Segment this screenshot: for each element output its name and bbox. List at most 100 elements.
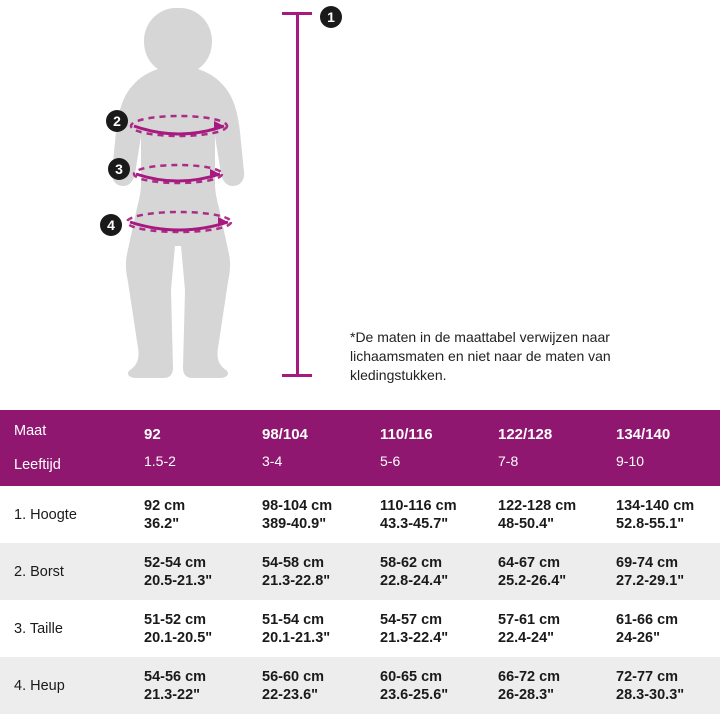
marker-4: 4 (100, 214, 122, 236)
cell-cm: 60-65 cm (380, 668, 476, 686)
size-cell: 54-56 cm21.3-22" (130, 657, 248, 714)
header-age-label: Leeftijd (14, 456, 122, 474)
size-cell: 52-54 cm20.5-21.3" (130, 543, 248, 600)
size-table: Maat Leeftijd 92 1.5-2 98/104 3-4 110/116 5-6… (0, 410, 720, 714)
header-size: 110/116 (380, 426, 476, 445)
marker-2: 2 (106, 110, 128, 132)
row-label: 3. Taille (0, 600, 130, 657)
size-cell: 54-57 cm21.3-22.4" (366, 600, 484, 657)
cell-in: 22-23.6" (262, 686, 358, 704)
cell-in: 21.3-22.4" (380, 629, 476, 647)
table-header: Maat Leeftijd 92 1.5-2 98/104 3-4 110/116 5-6… (0, 410, 720, 486)
cell-in: 26-28.3" (498, 686, 594, 704)
header-age: 5-6 (380, 453, 476, 471)
header-labels: Maat Leeftijd (0, 410, 130, 486)
cell-cm: 64-67 cm (498, 554, 594, 572)
cell-in: 20.1-21.3" (262, 629, 358, 647)
size-cell: 98-104 cm389-40.9" (248, 486, 366, 543)
cell-cm: 69-74 cm (616, 554, 712, 572)
cell-in: 389-40.9" (262, 515, 358, 533)
size-cell: 60-65 cm23.6-25.6" (366, 657, 484, 714)
height-bar-bottom-cap (282, 374, 312, 377)
hip-ring-icon (120, 208, 238, 236)
height-bar-icon (296, 14, 299, 376)
size-cell: 134-140 cm52.8-55.1" (602, 486, 720, 543)
cell-cm: 92 cm (144, 497, 240, 515)
cell-in: 52.8-55.1" (616, 515, 712, 533)
size-cell: 51-52 cm20.1-20.5" (130, 600, 248, 657)
height-bar-top-cap (282, 12, 312, 15)
cell-cm: 54-56 cm (144, 668, 240, 686)
cell-in: 48-50.4" (498, 515, 594, 533)
cell-in: 22.8-24.4" (380, 572, 476, 590)
cell-cm: 61-66 cm (616, 611, 712, 629)
size-cell: 54-58 cm21.3-22.8" (248, 543, 366, 600)
cell-in: 22.4-24" (498, 629, 594, 647)
header-size: 122/128 (498, 426, 594, 445)
cell-in: 21.3-22.8" (262, 572, 358, 590)
cell-in: 43.3-45.7" (380, 515, 476, 533)
size-cell: 56-60 cm22-23.6" (248, 657, 366, 714)
header-age: 3-4 (262, 453, 358, 471)
cell-cm: 110-116 cm (380, 497, 476, 515)
header-size: 92 (144, 426, 240, 445)
cell-in: 27.2-29.1" (616, 572, 712, 590)
cell-cm: 54-57 cm (380, 611, 476, 629)
table-row: 3. Taille51-52 cm20.1-20.5"51-54 cm20.1-… (0, 600, 720, 657)
cell-in: 28.3-30.3" (616, 686, 712, 704)
header-col: 110/116 5-6 (366, 410, 484, 486)
header-col: 122/128 7-8 (484, 410, 602, 486)
cell-in: 20.1-20.5" (144, 629, 240, 647)
cell-in: 20.5-21.3" (144, 572, 240, 590)
cell-in: 21.3-22" (144, 686, 240, 704)
cell-cm: 72-77 cm (616, 668, 712, 686)
cell-cm: 51-52 cm (144, 611, 240, 629)
diagram-section: 1 2 3 4 *De maten in de maattabel verwij… (0, 0, 720, 410)
row-label: 2. Borst (0, 543, 130, 600)
cell-cm: 54-58 cm (262, 554, 358, 572)
table-body: 1. Hoogte92 cm36.2"98-104 cm389-40.9"110… (0, 486, 720, 714)
size-cell: 66-72 cm26-28.3" (484, 657, 602, 714)
waist-ring-icon (126, 160, 230, 188)
header-size: 98/104 (262, 426, 358, 445)
header-size: 134/140 (616, 426, 712, 445)
child-silhouette-icon (85, 8, 275, 388)
size-cell: 110-116 cm43.3-45.7" (366, 486, 484, 543)
header-age: 7-8 (498, 453, 594, 471)
marker-3: 3 (108, 158, 130, 180)
size-cell: 51-54 cm20.1-21.3" (248, 600, 366, 657)
cell-cm: 57-61 cm (498, 611, 594, 629)
header-col: 134/140 9-10 (602, 410, 720, 486)
size-cell: 92 cm36.2" (130, 486, 248, 543)
size-cell: 61-66 cm24-26" (602, 600, 720, 657)
cell-cm: 52-54 cm (144, 554, 240, 572)
header-col: 98/104 3-4 (248, 410, 366, 486)
header-size-label: Maat (14, 422, 122, 440)
disclaimer-note: *De maten in de maattabel verwijzen naar… (350, 328, 670, 385)
cell-cm: 66-72 cm (498, 668, 594, 686)
size-cell: 57-61 cm22.4-24" (484, 600, 602, 657)
cell-cm: 51-54 cm (262, 611, 358, 629)
cell-cm: 58-62 cm (380, 554, 476, 572)
header-col: 92 1.5-2 (130, 410, 248, 486)
size-cell: 72-77 cm28.3-30.3" (602, 657, 720, 714)
cell-in: 25.2-26.4" (498, 572, 594, 590)
cell-cm: 56-60 cm (262, 668, 358, 686)
table-row: 2. Borst52-54 cm20.5-21.3"54-58 cm21.3-2… (0, 543, 720, 600)
size-cell: 64-67 cm25.2-26.4" (484, 543, 602, 600)
table-row: 4. Heup54-56 cm21.3-22"56-60 cm22-23.6"6… (0, 657, 720, 714)
cell-in: 23.6-25.6" (380, 686, 476, 704)
header-age: 1.5-2 (144, 453, 240, 471)
table-row: 1. Hoogte92 cm36.2"98-104 cm389-40.9"110… (0, 486, 720, 543)
header-age: 9-10 (616, 453, 712, 471)
cell-cm: 98-104 cm (262, 497, 358, 515)
cell-in: 24-26" (616, 629, 712, 647)
cell-cm: 134-140 cm (616, 497, 712, 515)
size-cell: 122-128 cm48-50.4" (484, 486, 602, 543)
marker-1: 1 (320, 6, 342, 28)
cell-cm: 122-128 cm (498, 497, 594, 515)
cell-in: 36.2" (144, 515, 240, 533)
row-label: 1. Hoogte (0, 486, 130, 543)
size-cell: 58-62 cm22.8-24.4" (366, 543, 484, 600)
row-label: 4. Heup (0, 657, 130, 714)
